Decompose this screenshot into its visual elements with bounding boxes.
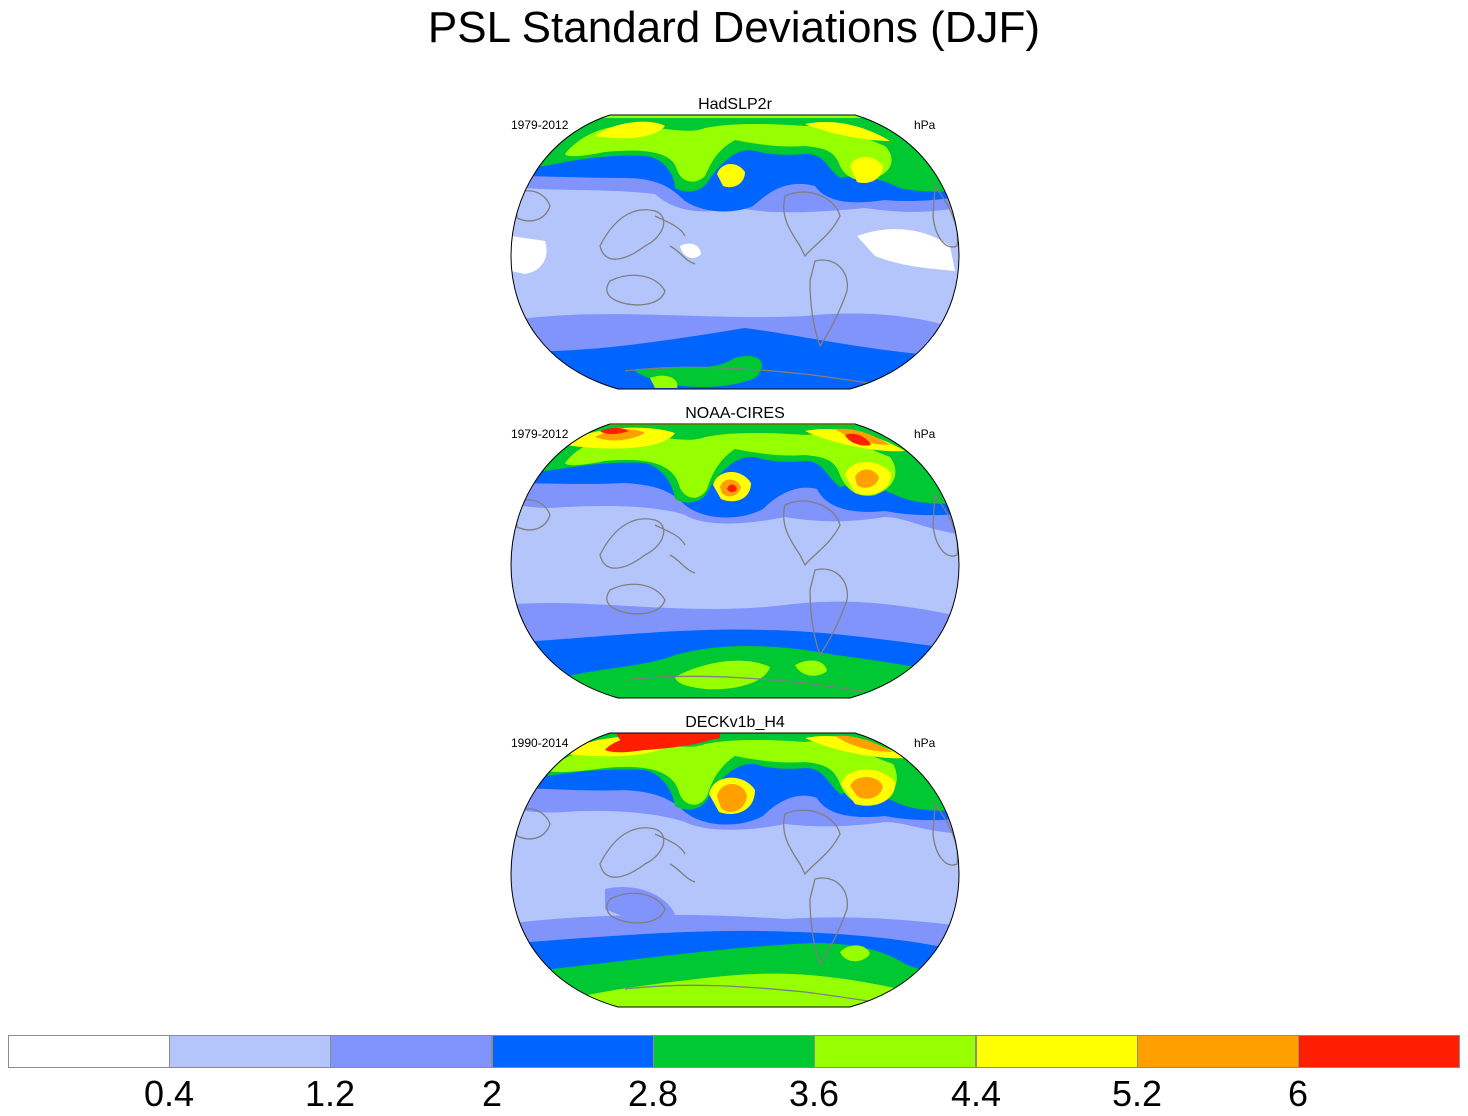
colorbar-box [492, 1035, 654, 1068]
field-band-north [805, 121, 890, 141]
coastlines [514, 184, 959, 387]
field-band-north [855, 469, 879, 488]
field-band-north [845, 433, 871, 446]
field-band-north [600, 428, 629, 434]
panel-years: 1990-2014 [511, 736, 569, 750]
field-band-north [805, 736, 907, 759]
field-low-tropics [857, 229, 955, 271]
colorbar [8, 1035, 1460, 1068]
colorbar-box [1137, 1035, 1299, 1068]
map-border [510, 732, 960, 1008]
colorbar-label: 1.2 [304, 1073, 356, 1114]
colorbar-box [653, 1035, 815, 1068]
colorbar-label: 5.2 [1111, 1073, 1163, 1114]
robinson-map [510, 114, 960, 390]
field-band-south [650, 375, 678, 388]
field-band-north [835, 735, 893, 752]
colorbar-label: 2 [481, 1073, 503, 1114]
field-band-north [850, 157, 883, 184]
colorbar-label: 4.4 [950, 1073, 1002, 1114]
field-band-south [795, 660, 827, 676]
field-band-north [727, 484, 737, 492]
panel-units: hPa [914, 118, 936, 132]
field-band-north [595, 121, 665, 139]
field-band-north [565, 124, 892, 182]
map-border [510, 423, 960, 699]
field-band-south [840, 945, 870, 962]
map-panel-deckv1b-h4: DECKv1b_H4 1990-2014 hPa [505, 714, 965, 1014]
field-band-north [545, 740, 897, 805]
field-band-south [675, 660, 770, 690]
colorbar-label: 6 [1287, 1073, 1309, 1114]
panel-title: NOAA-CIRES [685, 405, 785, 422]
field-band-north [717, 784, 747, 812]
field-band-north [511, 424, 959, 425]
robinson-map [505, 714, 965, 1008]
coastlines [514, 802, 959, 1005]
panel-units: hPa [914, 736, 936, 750]
page-title: PSL Standard Deviations (DJF) [427, 3, 1041, 52]
coastlines [514, 493, 959, 696]
colorbar-box [169, 1035, 331, 1068]
colorbar-box [1298, 1035, 1460, 1068]
colorbar-box [8, 1035, 170, 1068]
map-border [510, 114, 960, 390]
field-low-tropics [680, 243, 701, 258]
field-band-north [565, 433, 896, 498]
field-low-tropics [511, 236, 547, 274]
panel-years: 1979-2012 [511, 118, 569, 132]
colorbar-box [330, 1035, 492, 1068]
panel-title: HadSLP2r [698, 96, 772, 113]
field-band-north [505, 714, 965, 732]
colorbar-box [976, 1035, 1138, 1068]
colorbar-label: 2.8 [627, 1073, 679, 1114]
robinson-map [510, 423, 960, 699]
map-panel-hadslp2r: HadSLP2r 1979-2012 hPa [505, 96, 965, 396]
colorbar-label: 0.4 [143, 1073, 195, 1114]
panel-units: hPa [914, 427, 936, 441]
colorbar-label: 3.6 [788, 1073, 840, 1114]
field-band-north [717, 163, 745, 188]
field-band-north [615, 733, 720, 748]
field-band-south [511, 973, 959, 1007]
colorbar-box [814, 1035, 976, 1068]
field-band-north [850, 777, 883, 799]
map-panel-noaa-cires: NOAA-CIRES 1979-2012 hPa [505, 405, 965, 705]
panel-title: DECKv1b_H4 [685, 714, 785, 731]
panel-years: 1979-2012 [511, 427, 569, 441]
